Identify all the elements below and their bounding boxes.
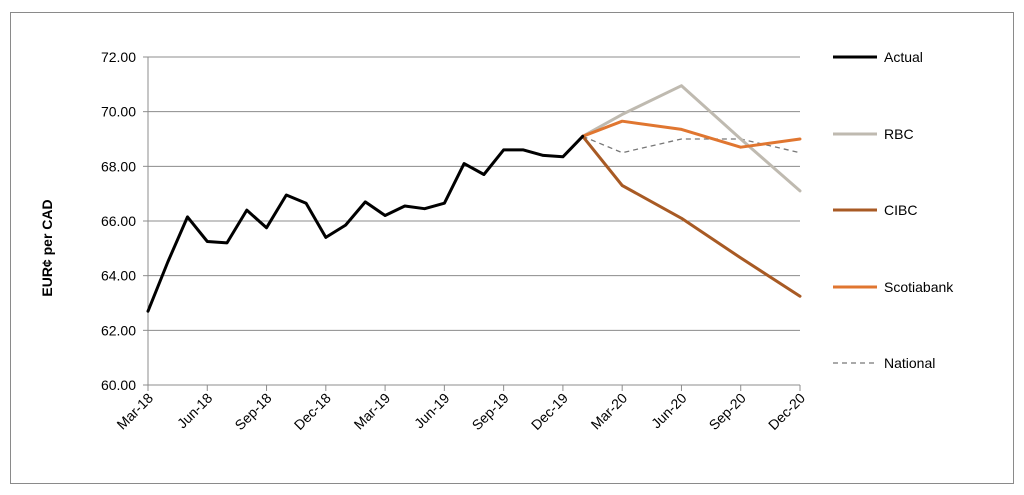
y-tick-label: 72.00 (101, 49, 136, 65)
y-tick-label: 62.00 (101, 322, 136, 338)
x-tick-label: Sep-18 (231, 390, 274, 433)
x-tick-label: Mar-18 (113, 390, 156, 433)
x-tick-label: Dec-19 (528, 390, 571, 433)
legend-label-national: National (884, 355, 935, 371)
x-tick-label: Sep-20 (706, 390, 749, 433)
series-line-scotiabank (581, 119, 802, 149)
series-line-rbc (581, 84, 802, 193)
x-axis: Mar-18 Jun-18 Sep-18 Dec-18 Mar-19 Jun-19 Sep-… (113, 384, 808, 433)
legend-label-scotiabank: Scotiabank (884, 279, 954, 295)
legend-label-cibc: CIBC (884, 202, 917, 218)
y-axis: 60.00 62.00 64.00 66.00 68.00 70.00 72.00 (101, 49, 149, 393)
grid-lines (148, 56, 800, 331)
x-tick-label: Mar-19 (351, 390, 394, 433)
x-tick-label: Sep-19 (469, 390, 512, 433)
legend-label-rbc: RBC (884, 126, 914, 142)
x-tick-label: Dec-20 (765, 390, 808, 433)
x-tick-label: Mar-20 (588, 390, 631, 433)
series-line-cibc (581, 134, 802, 298)
y-tick-label: 60.00 (101, 377, 136, 393)
y-axis-label: EUR¢ per CAD (39, 199, 55, 296)
legend-label-actual: Actual (884, 49, 923, 65)
series-lines (146, 84, 802, 313)
legend: Actual RBC CIBC Scotiabank National (833, 49, 954, 371)
x-tick-label: Jun-19 (411, 390, 453, 432)
y-tick-label: 64.00 (101, 268, 136, 284)
y-tick-label: 70.00 (101, 104, 136, 120)
chart-frame (10, 12, 1014, 484)
x-tick-label: Jun-18 (174, 390, 216, 432)
y-tick-label: 68.00 (101, 158, 136, 174)
x-tick-label: Dec-18 (291, 390, 334, 433)
series-line-actual (146, 134, 585, 313)
x-tick-label: Jun-20 (648, 390, 690, 432)
y-tick-label: 66.00 (101, 213, 136, 229)
